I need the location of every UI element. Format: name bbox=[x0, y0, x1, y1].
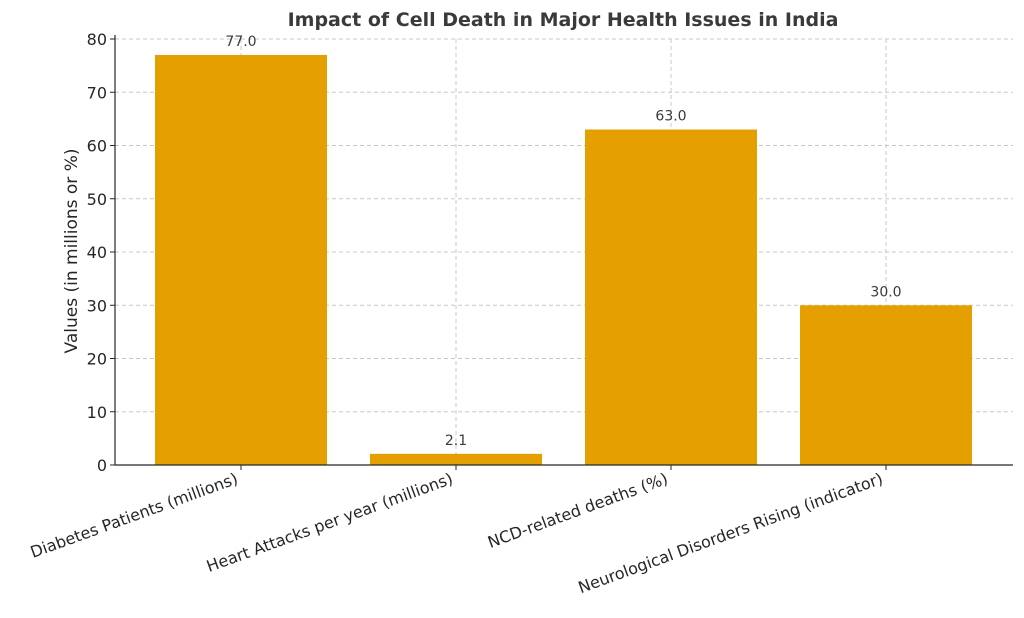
y-tick-label: 50 bbox=[87, 190, 107, 209]
x-tick-label: Heart Attacks per year (millions) bbox=[204, 469, 455, 576]
y-tick-label: 60 bbox=[87, 137, 107, 156]
bar-data-label: 30.0 bbox=[870, 284, 901, 300]
x-tick-label: Diabetes Patients (millions) bbox=[28, 469, 241, 562]
y-tick-label: 20 bbox=[87, 350, 107, 369]
y-tick-label: 70 bbox=[87, 83, 107, 102]
bar bbox=[370, 453, 542, 465]
bars bbox=[155, 54, 972, 465]
bar-data-label: 63.0 bbox=[655, 109, 686, 125]
y-tick-label: 40 bbox=[87, 243, 107, 262]
bar bbox=[155, 54, 327, 465]
x-tick-labels: Diabetes Patients (millions)Heart Attack… bbox=[28, 469, 886, 597]
y-axis-label: Values (in millions or %) bbox=[62, 149, 82, 354]
bar bbox=[585, 129, 757, 465]
y-tick-label: 80 bbox=[87, 30, 107, 49]
y-tick-label: 10 bbox=[87, 403, 107, 422]
chart-title: Impact of Cell Death in Major Health Iss… bbox=[288, 9, 839, 31]
y-tick-label: 30 bbox=[87, 296, 107, 315]
bar-data-label: 2.1 bbox=[445, 433, 467, 449]
y-tick-label: 0 bbox=[97, 456, 107, 475]
axes bbox=[110, 35, 1013, 470]
bar-data-label: 77.0 bbox=[225, 34, 256, 50]
x-tick-label: NCD-related deaths (%) bbox=[485, 469, 670, 552]
bar bbox=[800, 305, 972, 465]
data-labels: 77.0 2.1 63.0 30.0 bbox=[225, 34, 901, 449]
y-tick-labels: 0 10 20 30 40 50 60 70 80 bbox=[87, 30, 107, 475]
